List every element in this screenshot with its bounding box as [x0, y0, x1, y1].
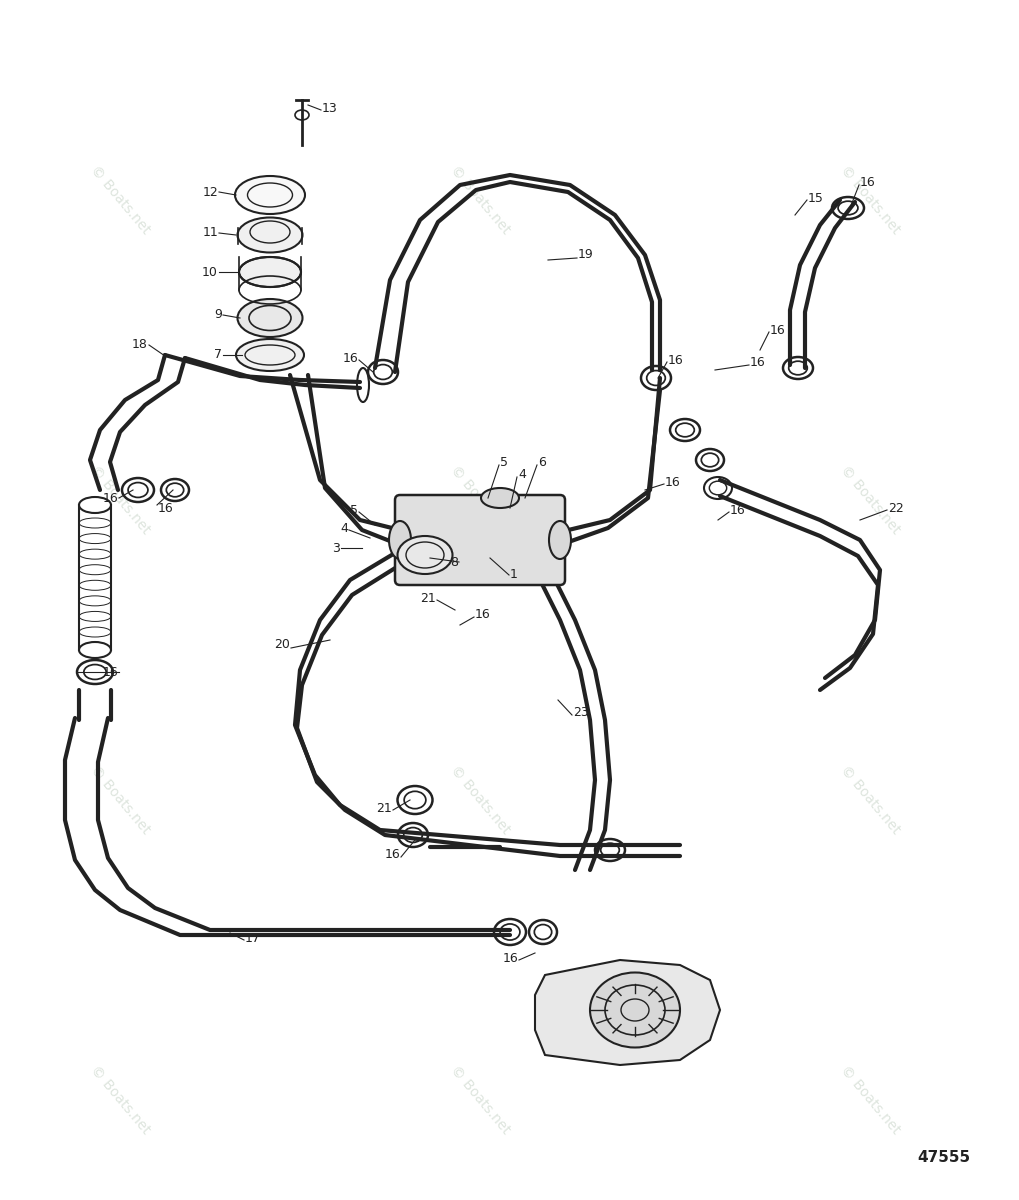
Text: 3: 3: [332, 541, 339, 554]
Text: 16: 16: [501, 952, 518, 965]
Text: © Boats.net: © Boats.net: [88, 1063, 153, 1136]
Text: 19: 19: [578, 248, 593, 262]
Text: 16: 16: [664, 475, 680, 488]
Text: 16: 16: [102, 666, 118, 678]
Text: © Boats.net: © Boats.net: [837, 1063, 902, 1136]
Text: 17: 17: [245, 931, 261, 944]
Text: 5: 5: [499, 456, 507, 468]
Text: 6: 6: [537, 456, 545, 468]
Text: © Boats.net: © Boats.net: [837, 763, 902, 836]
Text: © Boats.net: © Boats.net: [88, 463, 153, 536]
Text: 12: 12: [202, 186, 218, 198]
Text: © Boats.net: © Boats.net: [447, 763, 513, 836]
Text: 8: 8: [449, 556, 458, 569]
Ellipse shape: [388, 521, 411, 559]
Text: 16: 16: [342, 352, 358, 365]
Text: 16: 16: [730, 504, 745, 516]
Ellipse shape: [589, 972, 680, 1048]
Text: 16: 16: [667, 354, 683, 366]
Text: 16: 16: [102, 492, 118, 504]
Text: © Boats.net: © Boats.net: [837, 163, 902, 236]
Text: 23: 23: [573, 706, 588, 719]
Text: 9: 9: [214, 308, 222, 322]
Polygon shape: [535, 960, 719, 1066]
Text: © Boats.net: © Boats.net: [837, 463, 902, 536]
Text: 16: 16: [158, 502, 173, 515]
Text: 1: 1: [510, 569, 518, 582]
Ellipse shape: [237, 217, 303, 252]
Text: 16: 16: [859, 175, 875, 188]
Text: 22: 22: [888, 502, 903, 515]
Text: 4: 4: [518, 468, 526, 481]
Text: 47555: 47555: [916, 1150, 969, 1165]
Text: 16: 16: [475, 608, 490, 622]
Text: 11: 11: [202, 227, 218, 240]
Ellipse shape: [238, 257, 301, 287]
Text: 16: 16: [769, 324, 785, 336]
Ellipse shape: [235, 338, 304, 371]
Text: 21: 21: [376, 802, 391, 815]
Text: 21: 21: [420, 592, 435, 605]
FancyBboxPatch shape: [394, 494, 565, 584]
Text: 10: 10: [202, 265, 218, 278]
Ellipse shape: [237, 299, 303, 337]
Text: 13: 13: [322, 102, 337, 114]
Text: © Boats.net: © Boats.net: [88, 763, 153, 836]
Text: 7: 7: [214, 348, 222, 361]
Text: © Boats.net: © Boats.net: [88, 163, 153, 236]
Text: © Boats.net: © Boats.net: [447, 1063, 513, 1136]
Text: 16: 16: [384, 848, 399, 862]
Ellipse shape: [481, 488, 519, 508]
Text: 15: 15: [807, 192, 823, 204]
Text: © Boats.net: © Boats.net: [447, 163, 513, 236]
Text: 4: 4: [339, 522, 347, 534]
Ellipse shape: [234, 176, 305, 214]
Text: 16: 16: [749, 355, 765, 368]
Ellipse shape: [397, 536, 452, 574]
Text: 20: 20: [274, 638, 289, 652]
Text: 5: 5: [350, 504, 358, 516]
Text: 18: 18: [132, 338, 148, 352]
Ellipse shape: [548, 521, 571, 559]
Text: © Boats.net: © Boats.net: [447, 463, 513, 536]
